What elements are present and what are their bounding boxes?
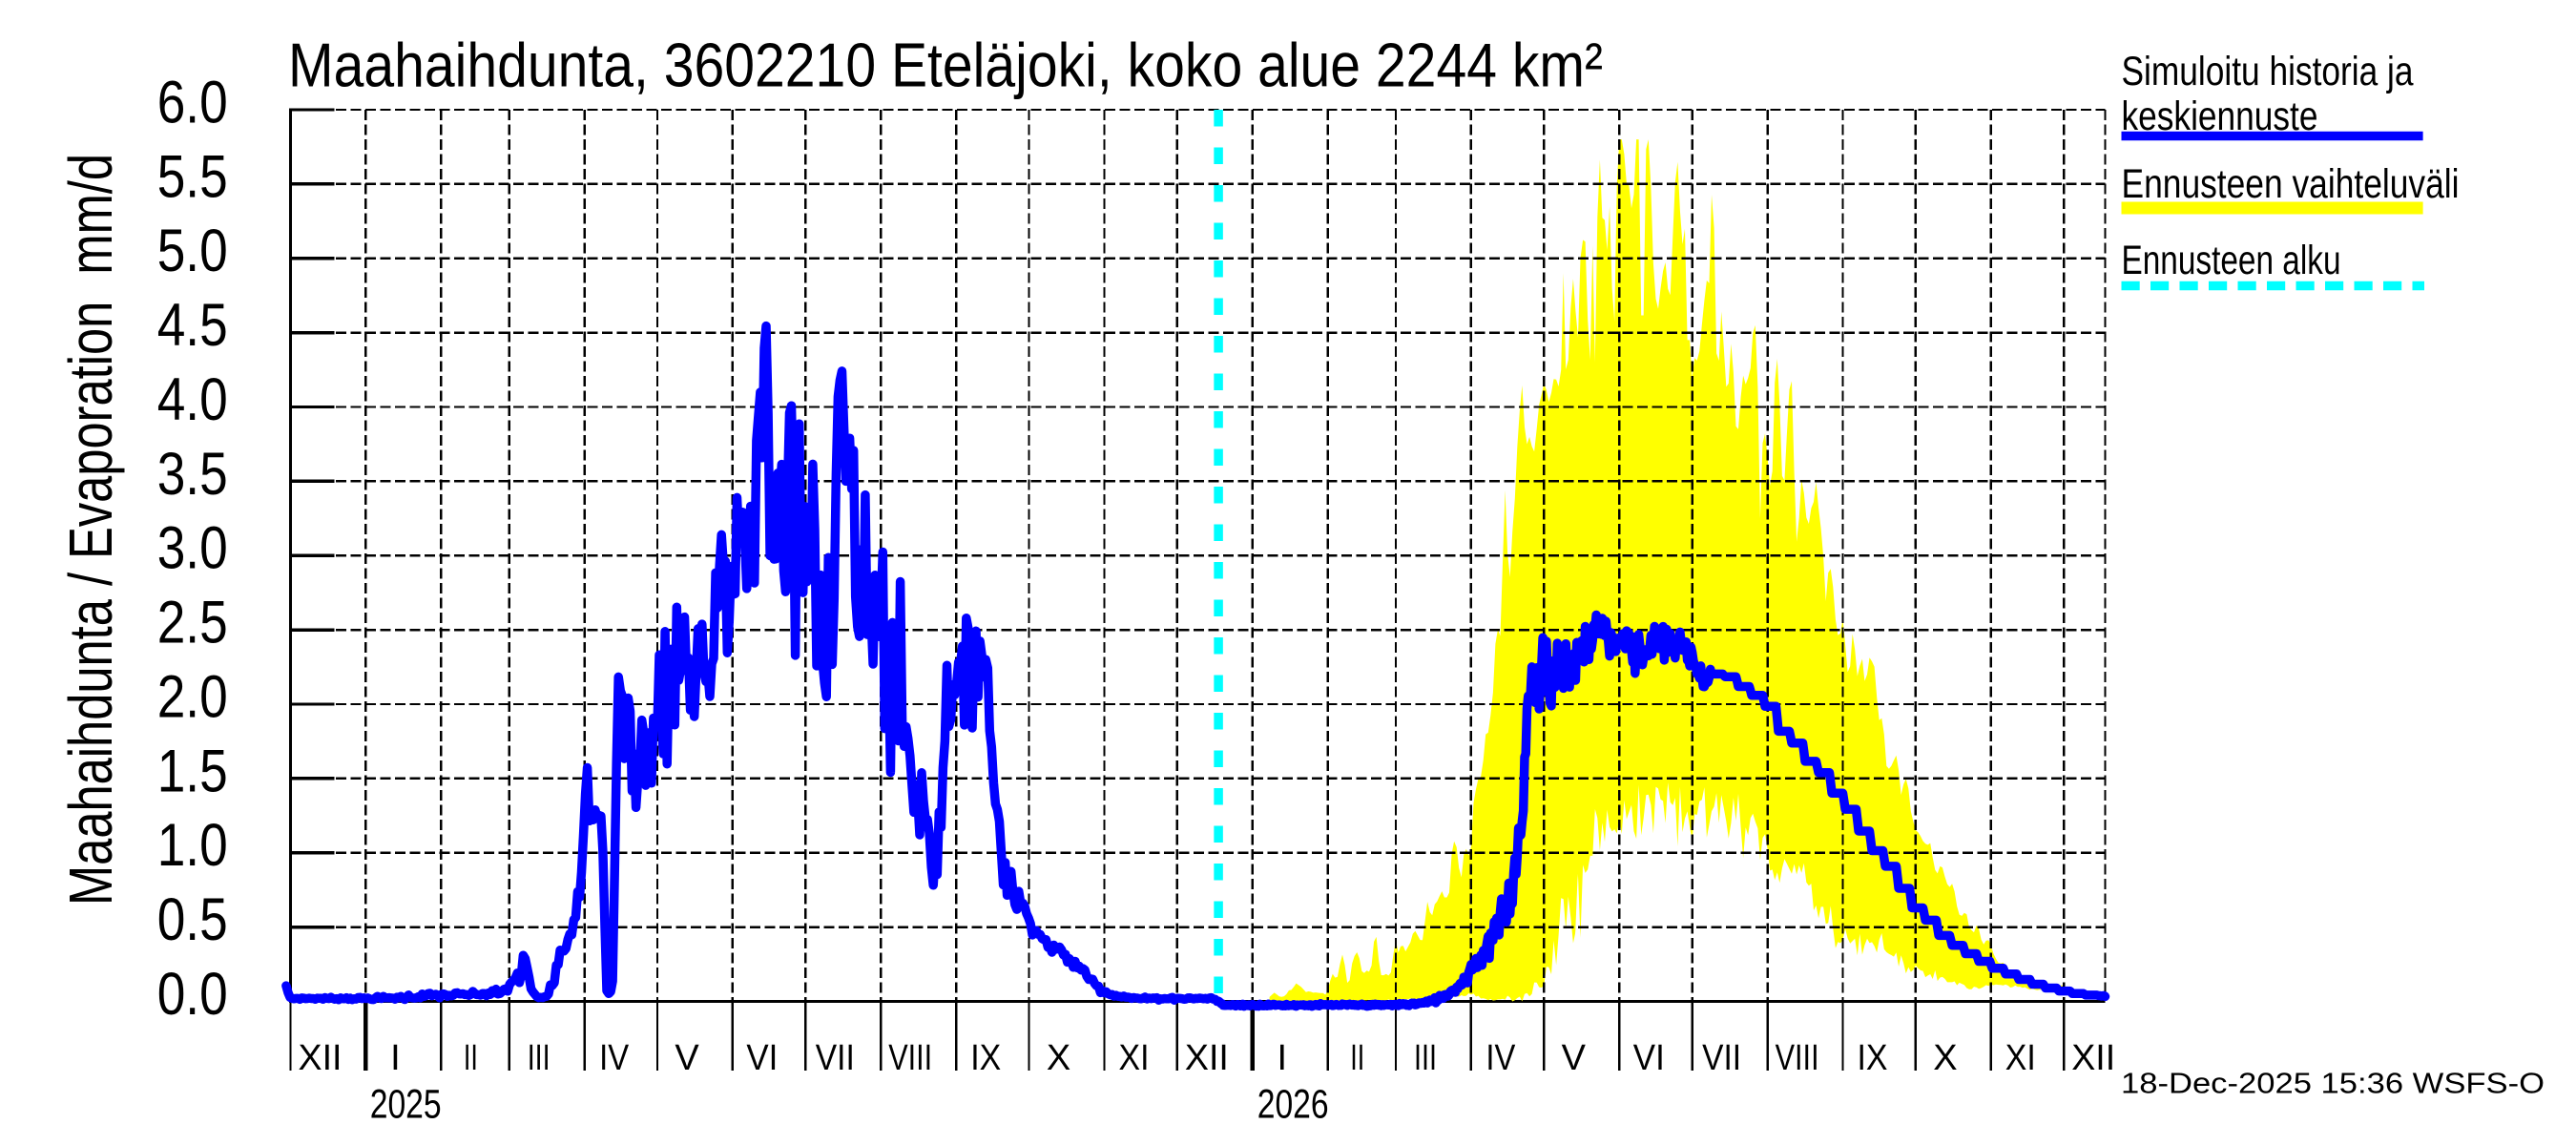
svg-text:II: II — [1350, 1038, 1364, 1078]
svg-text:X: X — [1047, 1038, 1070, 1078]
svg-text:VIII: VIII — [888, 1038, 932, 1078]
svg-text:I: I — [1278, 1038, 1288, 1078]
svg-text:V: V — [1562, 1038, 1587, 1078]
svg-text:IV: IV — [1485, 1038, 1516, 1078]
svg-text:XII: XII — [1185, 1038, 1229, 1078]
svg-text:XI: XI — [1119, 1038, 1150, 1078]
svg-text:4.0: 4.0 — [157, 366, 228, 433]
svg-text:0.0: 0.0 — [157, 961, 228, 1028]
svg-text:1.5: 1.5 — [157, 738, 228, 804]
svg-text:Maahaihdunta / Evaporation mm: Maahaihdunta / Evaporation mm/d — [56, 154, 125, 906]
svg-text:Ennusteen alku: Ennusteen alku — [2122, 238, 2341, 283]
svg-text:IX: IX — [1858, 1038, 1888, 1078]
svg-text:XII: XII — [299, 1038, 343, 1078]
svg-text:2.0: 2.0 — [157, 663, 228, 730]
svg-text:0.5: 0.5 — [157, 886, 228, 953]
svg-text:VI: VI — [1633, 1038, 1665, 1078]
svg-text:X: X — [1933, 1038, 1957, 1078]
svg-text:III: III — [1414, 1038, 1437, 1078]
svg-text:VI: VI — [746, 1038, 778, 1078]
svg-text:4.5: 4.5 — [157, 292, 228, 359]
svg-text:Ennusteen vaihteluväli: Ennusteen vaihteluväli — [2122, 161, 2460, 207]
svg-text:2.5: 2.5 — [157, 590, 228, 656]
svg-text:5.0: 5.0 — [157, 218, 228, 284]
svg-text:I: I — [390, 1038, 401, 1078]
svg-text:VIII: VIII — [1776, 1038, 1819, 1078]
svg-text:IV: IV — [599, 1038, 630, 1078]
svg-text:Simuloitu historia ja: Simuloitu historia ja — [2122, 49, 2414, 94]
svg-text:II: II — [464, 1038, 478, 1078]
svg-text:3.5: 3.5 — [157, 441, 228, 508]
svg-text:III: III — [528, 1038, 551, 1078]
svg-text:XI: XI — [2005, 1038, 2036, 1078]
svg-text:VII: VII — [1702, 1038, 1741, 1078]
svg-text:1.0: 1.0 — [157, 812, 228, 879]
svg-text:6.0: 6.0 — [157, 69, 228, 135]
svg-text:18-Dec-2025 15:36 WSFS-O: 18-Dec-2025 15:36 WSFS-O — [2121, 1067, 2545, 1100]
svg-text:Maahaihdunta, 3602210 Eteläjok: Maahaihdunta, 3602210 Eteläjoki, koko al… — [288, 31, 1603, 100]
svg-text:2026: 2026 — [1257, 1082, 1329, 1128]
svg-text:V: V — [675, 1038, 699, 1078]
svg-text:3.0: 3.0 — [157, 515, 228, 582]
svg-text:5.5: 5.5 — [157, 143, 228, 210]
svg-text:VII: VII — [816, 1038, 855, 1078]
svg-text:XII: XII — [2071, 1038, 2115, 1078]
svg-text:2025: 2025 — [370, 1082, 442, 1128]
svg-text:IX: IX — [970, 1038, 1001, 1078]
